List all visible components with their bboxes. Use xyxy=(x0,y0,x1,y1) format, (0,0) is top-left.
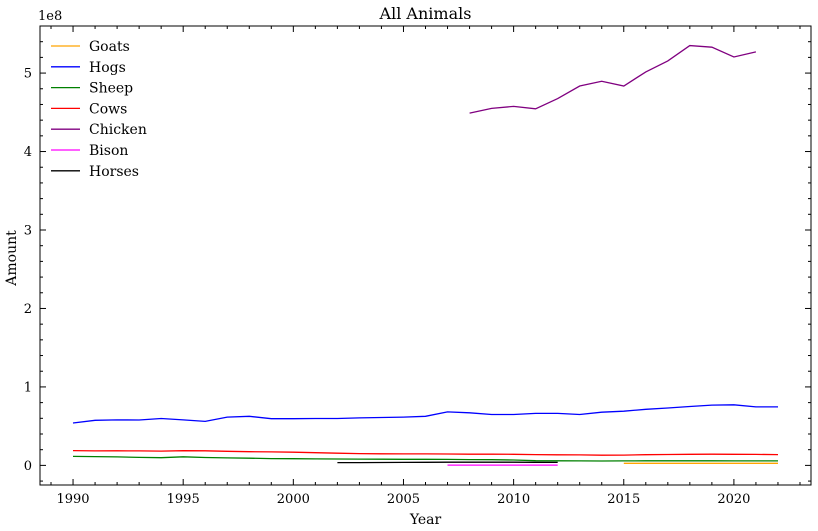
y-tick-label: 5 xyxy=(24,67,32,82)
x-tick-label: 2005 xyxy=(387,492,420,507)
y-multiplier-label: 1e8 xyxy=(38,9,62,24)
legend-label-goats: Goats xyxy=(89,39,130,55)
series-line-sheep xyxy=(72,455,778,462)
y-axis-title: Amount xyxy=(4,230,20,287)
legend-label-cows: Cows xyxy=(89,101,127,117)
legend-label-sheep: Sheep xyxy=(89,81,133,97)
y-tick-label: 3 xyxy=(24,224,32,239)
y-tick-label: 2 xyxy=(24,302,32,317)
legend: Goats Hogs Sheep Cows Chicken Bison Horses xyxy=(51,39,147,180)
y-tick-label: 4 xyxy=(24,145,32,160)
series-line-cows xyxy=(72,449,779,456)
x-tick-label: 1995 xyxy=(167,492,200,507)
legend-label-bison: Bison xyxy=(89,143,128,159)
legend-label-chicken: Chicken xyxy=(89,122,147,138)
series-line-chicken xyxy=(469,44,757,114)
legend-label-horses: Horses xyxy=(89,164,139,180)
y-tick-label: 0 xyxy=(24,459,32,474)
x-tick-label: 2000 xyxy=(277,492,310,507)
x-tick-label: 1990 xyxy=(56,492,89,507)
x-tick-label: 2020 xyxy=(717,492,750,507)
chart-title: All Animals xyxy=(379,4,472,23)
y-tick-label: 1 xyxy=(24,380,32,395)
plot-area: 1990 1995 2000 2005 2010 2015 2020 0 1 2 3 4 5 xyxy=(24,25,812,507)
x-tick-label: 2010 xyxy=(497,492,530,507)
x-tick-label: 2015 xyxy=(607,492,640,507)
series-line-hogs xyxy=(72,404,778,424)
legend-label-hogs: Hogs xyxy=(89,60,126,76)
x-axis-title: Year xyxy=(409,512,442,528)
